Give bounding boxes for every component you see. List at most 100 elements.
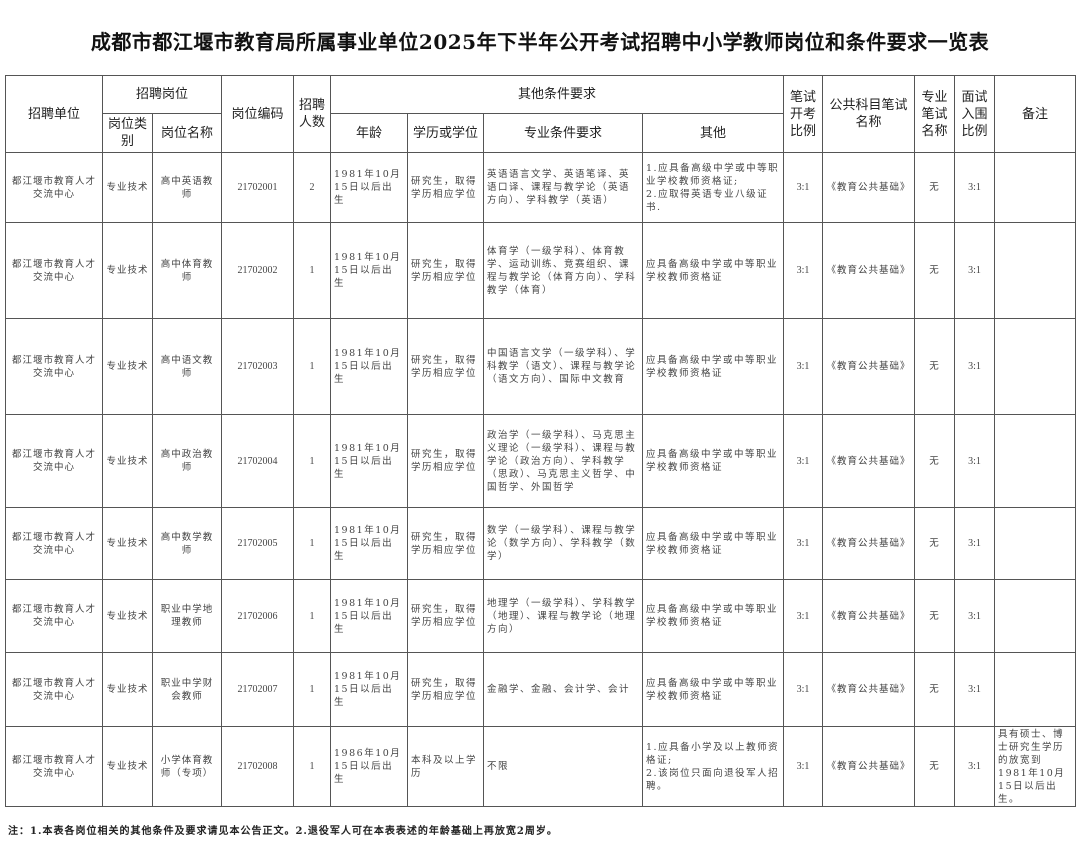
cell-code: 21702001 [221, 152, 295, 223]
cell-age: 1981年10月15日以后出生 [330, 152, 409, 223]
cell-interview-ratio: 3:1 [954, 222, 996, 319]
cell-code: 21702004 [221, 414, 295, 508]
cell-name: 高中英语教师 [151, 152, 223, 223]
cell-count: 1 [293, 318, 332, 415]
cell-exam-ratio: 3:1 [783, 318, 824, 415]
recruitment-table: 招聘单位 招聘岗位 岗位编码 招聘人数 其他条件要求 笔试开考比例 公共科目笔试… [5, 75, 1077, 807]
header-major: 专业条件要求 [483, 113, 644, 153]
cell-remark [994, 414, 1077, 508]
cell-unit: 都江堰市教育人才交流中心 [5, 152, 103, 223]
cell-age: 1981年10月15日以后出生 [330, 318, 409, 415]
cell-code: 21702002 [221, 222, 295, 319]
cell-count: 1 [293, 579, 332, 653]
cell-age: 1981年10月15日以后出生 [330, 507, 409, 580]
cell-pro-exam: 无 [914, 652, 956, 727]
cell-public-exam: 《教育公共基础》 [822, 507, 916, 580]
cell-major: 英语语言文学、英语笔译、英语口译、课程与教学论（英语方向）、学科教学（英语） [483, 152, 644, 223]
footnote: 注：1.本表各岗位相关的其他条件及要求请见本公告正文。2.退役军人可在本表表述的… [8, 826, 558, 837]
cell-education: 研究生，取得学历相应学位 [407, 507, 485, 580]
header-education: 学历或学位 [407, 113, 485, 153]
cell-public-exam: 《教育公共基础》 [822, 414, 916, 508]
cell-public-exam: 《教育公共基础》 [822, 579, 916, 653]
header-interview-ratio: 面试入围比例 [954, 75, 996, 153]
cell-category: 专业技术 [102, 652, 153, 727]
cell-education: 本科及以上学历 [407, 726, 485, 807]
cell-age: 1981年10月15日以后出生 [330, 414, 409, 508]
table-row: 都江堰市教育人才交流中心 专业技术 高中政治教师 21702004 1 1981年10月1… [5, 414, 1077, 508]
cell-other: 应具备高级中学或中等职业学校教师资格证 [642, 414, 785, 508]
table-row: 都江堰市教育人才交流中心 专业技术 高中体育教师 21702002 1 1981年10月1… [5, 222, 1077, 319]
cell-pro-exam: 无 [914, 579, 956, 653]
cell-interview-ratio: 3:1 [954, 152, 996, 223]
cell-count: 1 [293, 652, 332, 727]
page-title: 成都市都江堰市教育局所属事业单位2025年下半年公开考试招聘中小学教师岗位和条件… [90, 30, 990, 54]
table-row: 都江堰市教育人才交流中心 专业技术 高中语文教师 21702003 1 1981年10月1… [5, 318, 1077, 415]
cell-pro-exam: 无 [914, 318, 956, 415]
cell-public-exam: 《教育公共基础》 [822, 652, 916, 727]
header-category: 岗位类别 [102, 113, 153, 153]
header-name: 岗位名称 [151, 113, 223, 153]
cell-other: 应具备高级中学或中等职业学校教师资格证 [642, 652, 785, 727]
cell-pro-exam: 无 [914, 507, 956, 580]
cell-unit: 都江堰市教育人才交流中心 [5, 507, 103, 580]
cell-name: 小学体育教师（专项） [151, 726, 223, 807]
cell-category: 专业技术 [102, 726, 153, 807]
cell-category: 专业技术 [102, 414, 153, 508]
cell-code: 21702005 [221, 507, 295, 580]
cell-major: 数学（一级学科）、课程与教学论（数学方向）、学科教学（数学） [483, 507, 644, 580]
cell-name: 高中数学教师 [151, 507, 223, 580]
cell-name: 高中语文教师 [151, 318, 223, 415]
cell-code: 21702007 [221, 652, 295, 727]
cell-other: 1.应具备高级中学或中等职业学校教师资格证; 2.应取得英语专业八级证书. [642, 152, 785, 223]
cell-education: 研究生，取得学历相应学位 [407, 222, 485, 319]
table-row: 都江堰市教育人才交流中心 专业技术 小学体育教师（专项） 21702008 1 1986年… [5, 726, 1077, 807]
cell-other: 应具备高级中学或中等职业学校教师资格证 [642, 318, 785, 415]
cell-interview-ratio: 3:1 [954, 507, 996, 580]
cell-unit: 都江堰市教育人才交流中心 [5, 222, 103, 319]
cell-education: 研究生，取得学历相应学位 [407, 652, 485, 727]
cell-exam-ratio: 3:1 [783, 507, 824, 580]
cell-public-exam: 《教育公共基础》 [822, 318, 916, 415]
cell-count: 1 [293, 507, 332, 580]
cell-count: 2 [293, 152, 332, 223]
cell-count: 1 [293, 414, 332, 508]
cell-other: 1.应具备小学及以上教师资格证; 2.该岗位只面向退役军人招聘。 [642, 726, 785, 807]
table-row: 都江堰市教育人才交流中心 专业技术 高中英语教师 21702001 2 1981年10月1… [5, 152, 1077, 223]
cell-remark [994, 579, 1077, 653]
header-other: 其他 [642, 113, 785, 153]
cell-count: 1 [293, 726, 332, 807]
cell-remark [994, 318, 1077, 415]
cell-unit: 都江堰市教育人才交流中心 [5, 726, 103, 807]
cell-education: 研究生，取得学历相应学位 [407, 414, 485, 508]
cell-pro-exam: 无 [914, 726, 956, 807]
cell-interview-ratio: 3:1 [954, 318, 996, 415]
cell-major: 政治学（一级学科）、马克思主义理论（一级学科）、课程与教学论（政治方向）、学科教… [483, 414, 644, 508]
cell-exam-ratio: 3:1 [783, 152, 824, 223]
cell-major: 体育学（一级学科）、体育教学、运动训练、竞赛组织、课程与教学论（体育方向）、学科… [483, 222, 644, 319]
cell-pro-exam: 无 [914, 414, 956, 508]
cell-unit: 都江堰市教育人才交流中心 [5, 318, 103, 415]
cell-major: 地理学（一级学科）、学科教学（地理）、课程与教学论（地理方向） [483, 579, 644, 653]
header-count: 招聘人数 [293, 75, 332, 153]
cell-code: 21702008 [221, 726, 295, 807]
cell-exam-ratio: 3:1 [783, 652, 824, 727]
cell-pro-exam: 无 [914, 152, 956, 223]
header-pro-exam: 专业笔试名称 [914, 75, 956, 153]
cell-exam-ratio: 3:1 [783, 726, 824, 807]
cell-remark: 具有硕士、博士研究生学历的放宽到1981年10月15日以后出生。 [994, 726, 1077, 807]
cell-category: 专业技术 [102, 318, 153, 415]
table-row: 都江堰市教育人才交流中心 专业技术 职业中学财会教师 21702007 1 1981年10… [5, 652, 1077, 727]
cell-name: 高中体育教师 [151, 222, 223, 319]
header-code: 岗位编码 [221, 75, 295, 153]
cell-major: 不限 [483, 726, 644, 807]
cell-exam-ratio: 3:1 [783, 222, 824, 319]
cell-name: 职业中学地理教师 [151, 579, 223, 653]
header-other-group: 其他条件要求 [330, 75, 785, 114]
cell-unit: 都江堰市教育人才交流中心 [5, 652, 103, 727]
cell-pro-exam: 无 [914, 222, 956, 319]
header-age: 年龄 [330, 113, 409, 153]
cell-public-exam: 《教育公共基础》 [822, 222, 916, 319]
cell-count: 1 [293, 222, 332, 319]
cell-remark [994, 652, 1077, 727]
cell-interview-ratio: 3:1 [954, 726, 996, 807]
